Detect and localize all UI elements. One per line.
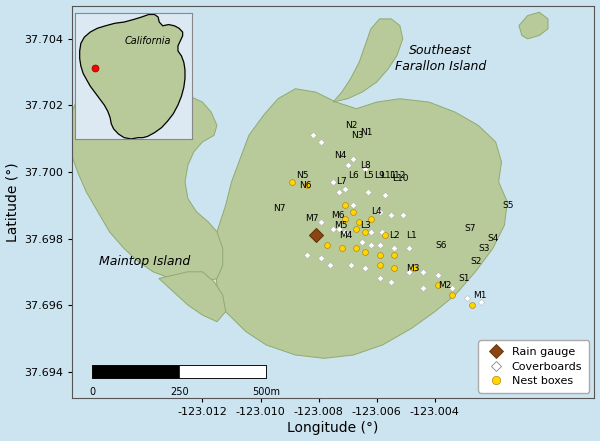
Polygon shape bbox=[159, 272, 226, 321]
Text: L5: L5 bbox=[363, 171, 373, 180]
Text: N3: N3 bbox=[351, 131, 364, 140]
Text: S7: S7 bbox=[464, 224, 476, 233]
Text: L6: L6 bbox=[348, 171, 359, 180]
Text: L9: L9 bbox=[374, 171, 385, 180]
Polygon shape bbox=[80, 15, 185, 139]
Text: N5: N5 bbox=[296, 171, 308, 180]
Text: S6: S6 bbox=[436, 241, 447, 250]
Y-axis label: Latitude (°): Latitude (°) bbox=[5, 162, 20, 242]
Polygon shape bbox=[333, 19, 403, 102]
Text: L3: L3 bbox=[360, 220, 371, 230]
Text: Southeast
Farallon Island: Southeast Farallon Island bbox=[395, 44, 486, 73]
Bar bbox=[92, 365, 266, 378]
Text: S1: S1 bbox=[458, 274, 470, 283]
X-axis label: Longitude (°): Longitude (°) bbox=[287, 422, 379, 435]
Text: Maintop Island: Maintop Island bbox=[99, 255, 190, 268]
Bar bbox=[92, 365, 179, 378]
Text: N4: N4 bbox=[334, 151, 346, 160]
Polygon shape bbox=[519, 12, 548, 39]
Text: L7: L7 bbox=[337, 177, 347, 187]
Text: M3: M3 bbox=[406, 264, 420, 273]
Text: L11: L11 bbox=[380, 171, 397, 180]
Text: S4: S4 bbox=[488, 234, 499, 243]
Text: M1: M1 bbox=[473, 291, 487, 299]
Text: S5: S5 bbox=[502, 201, 514, 210]
Text: N2: N2 bbox=[345, 121, 358, 130]
Text: N7: N7 bbox=[272, 204, 285, 213]
Text: M5: M5 bbox=[334, 220, 347, 230]
Text: N1: N1 bbox=[360, 127, 373, 137]
Text: M6: M6 bbox=[331, 211, 344, 220]
Text: 250: 250 bbox=[170, 387, 188, 396]
Text: L2: L2 bbox=[389, 231, 400, 239]
Text: L4: L4 bbox=[371, 207, 382, 217]
Legend: Rain gauge, Coverboards, Nest boxes: Rain gauge, Coverboards, Nest boxes bbox=[478, 340, 589, 392]
Polygon shape bbox=[214, 89, 508, 359]
Text: L1: L1 bbox=[406, 231, 417, 239]
Text: M2: M2 bbox=[438, 280, 452, 290]
Text: California: California bbox=[124, 36, 170, 46]
Polygon shape bbox=[72, 86, 223, 282]
Text: 500m: 500m bbox=[253, 387, 280, 396]
Text: L8: L8 bbox=[360, 161, 371, 170]
Text: 0: 0 bbox=[89, 387, 95, 396]
Bar bbox=[179, 365, 266, 378]
Text: S3: S3 bbox=[479, 244, 490, 253]
Text: M7: M7 bbox=[305, 214, 318, 223]
Text: S2: S2 bbox=[470, 257, 482, 266]
Text: L12: L12 bbox=[389, 171, 405, 180]
Text: N6: N6 bbox=[299, 181, 311, 190]
Text: M4: M4 bbox=[340, 231, 353, 239]
Text: L10: L10 bbox=[392, 174, 408, 183]
